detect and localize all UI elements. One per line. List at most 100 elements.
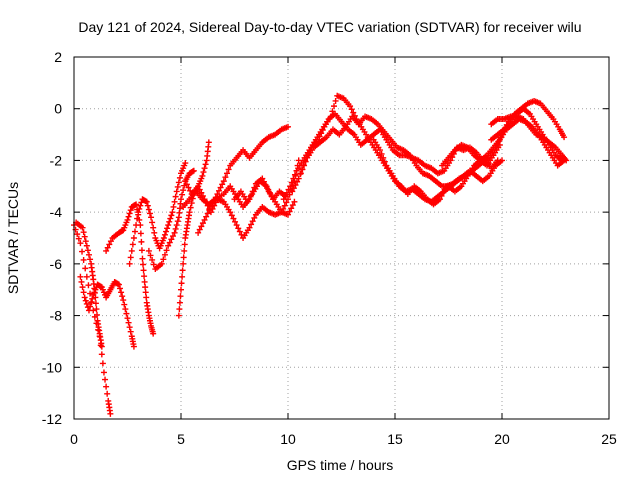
data-point-marker [150, 330, 157, 337]
data-point-marker [160, 235, 167, 241]
data-point-marker [294, 178, 301, 185]
data-point-marker [75, 235, 82, 242]
data-point-marker [77, 273, 84, 280]
data-point-marker [164, 225, 171, 232]
x-tick-label: 5 [177, 431, 185, 447]
data-point-marker [123, 310, 130, 317]
data-point-marker [79, 224, 86, 231]
data-point-marker [211, 197, 218, 204]
y-tick-label: -8 [50, 308, 63, 324]
data-point-marker [172, 225, 179, 232]
y-tick-label: -10 [42, 359, 62, 375]
data-point-marker [80, 229, 87, 236]
data-point-marker [81, 294, 88, 301]
data-point-marker [209, 200, 216, 207]
data-point-marker [140, 267, 147, 274]
data-point-marker [195, 229, 202, 236]
data-point-marker [280, 205, 287, 212]
data-point-marker [83, 300, 90, 307]
data-point-marker [350, 109, 357, 116]
series-track-14 [297, 113, 503, 195]
data-point-marker [103, 383, 110, 390]
data-point-marker [135, 209, 142, 216]
data-point-marker [126, 210, 133, 217]
y-axis-label: SDTVAR / TECUs [5, 182, 21, 294]
data-point-marker [225, 166, 232, 173]
data-point-marker [129, 241, 136, 248]
data-point-marker [165, 222, 172, 229]
data-point-marker [558, 157, 565, 164]
data-point-marker [183, 181, 190, 188]
data-point-marker [141, 273, 148, 280]
data-point-marker [201, 196, 208, 203]
data-point-marker [180, 254, 187, 261]
series-track-15 [370, 136, 505, 205]
y-tick-label: -2 [50, 152, 63, 168]
data-point-marker [217, 184, 224, 191]
data-point-marker [182, 178, 189, 185]
data-point-marker [251, 214, 258, 221]
data-point-marker [151, 229, 158, 236]
data-point-marker [266, 189, 273, 196]
data-point-marker [104, 244, 111, 251]
data-point-marker [167, 215, 174, 222]
data-point-marker [171, 229, 178, 236]
data-point-marker [94, 311, 101, 318]
data-point-marker [198, 223, 205, 230]
data-point-marker [127, 328, 134, 335]
data-point-marker [302, 158, 309, 165]
data-point-marker [176, 174, 183, 181]
data-point-marker [150, 261, 157, 268]
data-point-marker [137, 202, 144, 209]
data-point-marker [179, 191, 186, 198]
data-point-marker [131, 228, 138, 235]
data-point-marker [150, 224, 157, 231]
data-point-marker [187, 204, 194, 211]
data-point-marker [263, 183, 270, 190]
data-point-marker [377, 147, 384, 154]
data-point-marker [212, 194, 219, 201]
data-point-marker [117, 285, 124, 292]
data-point-marker [278, 209, 285, 216]
data-point-marker [138, 247, 145, 254]
data-point-marker [145, 206, 152, 213]
data-point-marker [199, 192, 206, 199]
data-point-marker [149, 256, 156, 263]
data-point-marker [125, 213, 132, 220]
data-point-marker [174, 183, 181, 190]
data-point-marker [160, 256, 167, 263]
data-point-marker [200, 169, 207, 176]
data-point-marker [227, 209, 234, 216]
data-point-marker [107, 410, 114, 417]
data-point-marker [331, 103, 338, 110]
data-point-marker [127, 254, 134, 261]
data-point-marker [98, 351, 105, 358]
data-point-marker [74, 231, 81, 238]
data-point-marker [125, 319, 132, 326]
data-point-marker [80, 256, 87, 263]
data-point-marker [285, 211, 291, 218]
series-track-6 [145, 167, 197, 273]
data-point-marker [127, 207, 134, 214]
data-point-marker [177, 293, 184, 300]
data-point-marker [185, 184, 192, 191]
data-point-marker [292, 181, 299, 188]
x-tick-labels: 0 5 10 15 20 25 [70, 431, 617, 447]
data-point-marker [188, 200, 195, 207]
data-point-marker [318, 130, 325, 137]
series-track-18 [488, 105, 565, 164]
data-point-marker [93, 306, 100, 313]
data-point-marker [214, 191, 221, 198]
data-point-marker [205, 139, 212, 146]
data-point-marker [202, 161, 209, 168]
data-point-marker [143, 198, 150, 205]
data-point-marker [142, 289, 149, 296]
data-point-marker [168, 212, 175, 219]
data-point-marker [348, 106, 355, 113]
data-point-marker [232, 218, 239, 225]
data-point-marker [215, 187, 222, 194]
data-point-marker [181, 247, 188, 254]
data-point-marker [103, 247, 110, 254]
data-point-marker [301, 162, 308, 169]
